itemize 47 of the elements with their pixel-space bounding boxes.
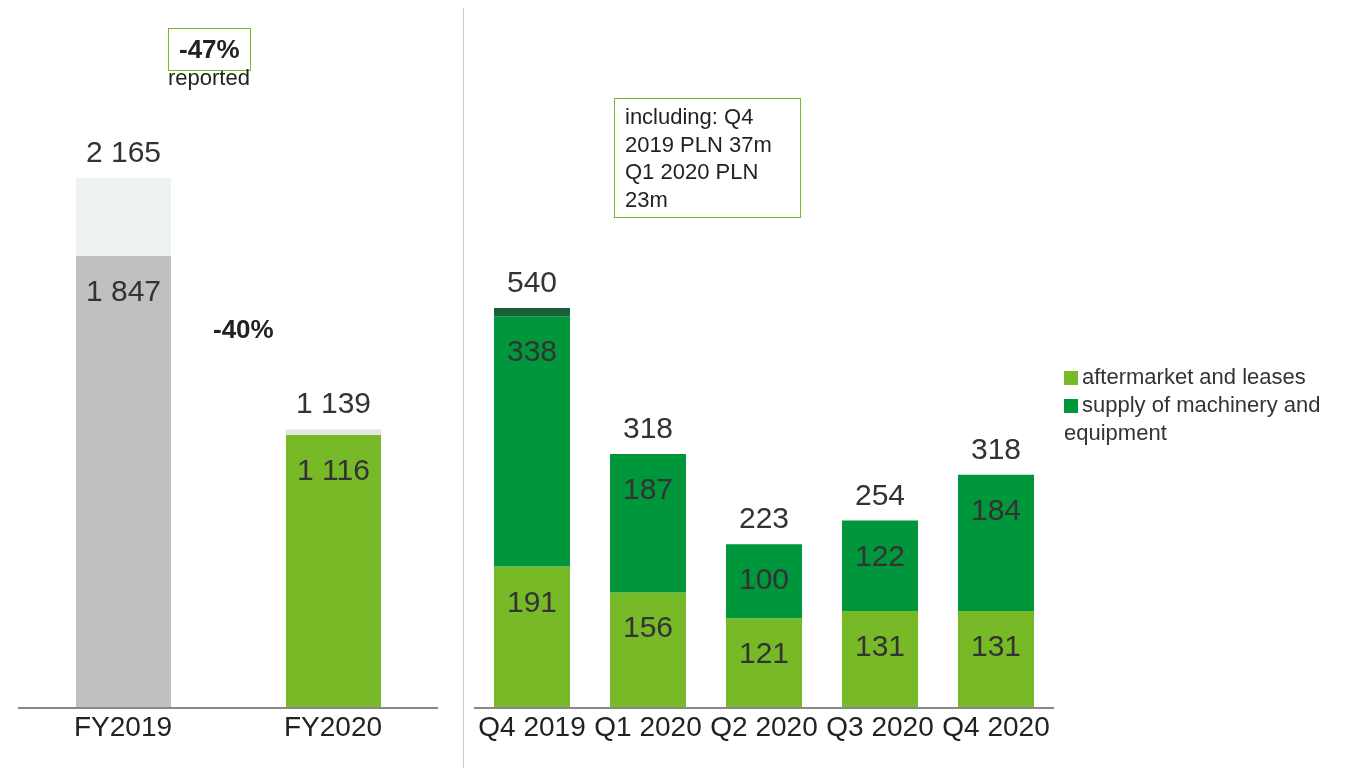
text: -47% (179, 34, 240, 64)
data-label: 1 116 (297, 452, 370, 486)
x-tick-label: Q4 2020 (942, 710, 1050, 742)
data-label: 187 (622, 471, 674, 505)
data-label: 184 (970, 492, 1022, 526)
bar (494, 316, 570, 567)
data-label: 338 (506, 334, 558, 368)
total-label: 1 139 (295, 386, 372, 420)
data-label: 156 (622, 610, 674, 644)
text: including: Q4 2019 PLN 37m Q1 2020 PLN 23m (614, 98, 801, 218)
bar (76, 255, 171, 708)
bar (494, 308, 570, 317)
annotation: 254 (854, 477, 906, 511)
x-tick-label: Q1 2020 (594, 710, 702, 742)
legend-label: aftermarket and leases (1082, 364, 1306, 389)
bar (610, 592, 686, 708)
bar (286, 434, 381, 708)
bar (610, 453, 686, 593)
text: reported (168, 64, 250, 92)
x-tick-label: FY2020 (283, 710, 383, 742)
annotation: 318 (622, 410, 674, 444)
bar (76, 178, 171, 256)
x-tick-label: Q4 2019 (478, 710, 586, 742)
text: 540 (506, 265, 558, 298)
annotation: 223 (738, 501, 790, 535)
data-label: 131 (970, 628, 1022, 662)
bar (842, 610, 918, 708)
bar (958, 474, 1034, 611)
annotation: 318 (970, 431, 1022, 465)
data-label: 121 (738, 636, 790, 670)
bar (494, 566, 570, 708)
bar (958, 610, 1034, 708)
data-label: 191 (506, 584, 558, 618)
bar (726, 544, 802, 619)
total-label: 2 165 (85, 135, 162, 168)
bar (842, 520, 918, 611)
x-tick-label: Q2 2020 (710, 710, 818, 742)
x-tick-label: Q3 2020 (826, 710, 934, 742)
x-tick-label: FY2019 (73, 710, 173, 742)
annotation: -40% (213, 313, 274, 346)
data-label: 131 (854, 628, 906, 662)
legend-label: supply of machinery and equipment (1064, 392, 1321, 445)
bar (726, 618, 802, 708)
data-label: 1 847 (85, 273, 162, 307)
bar (286, 429, 381, 435)
data-label: 122 (854, 538, 906, 572)
data-label: 100 (738, 562, 790, 596)
